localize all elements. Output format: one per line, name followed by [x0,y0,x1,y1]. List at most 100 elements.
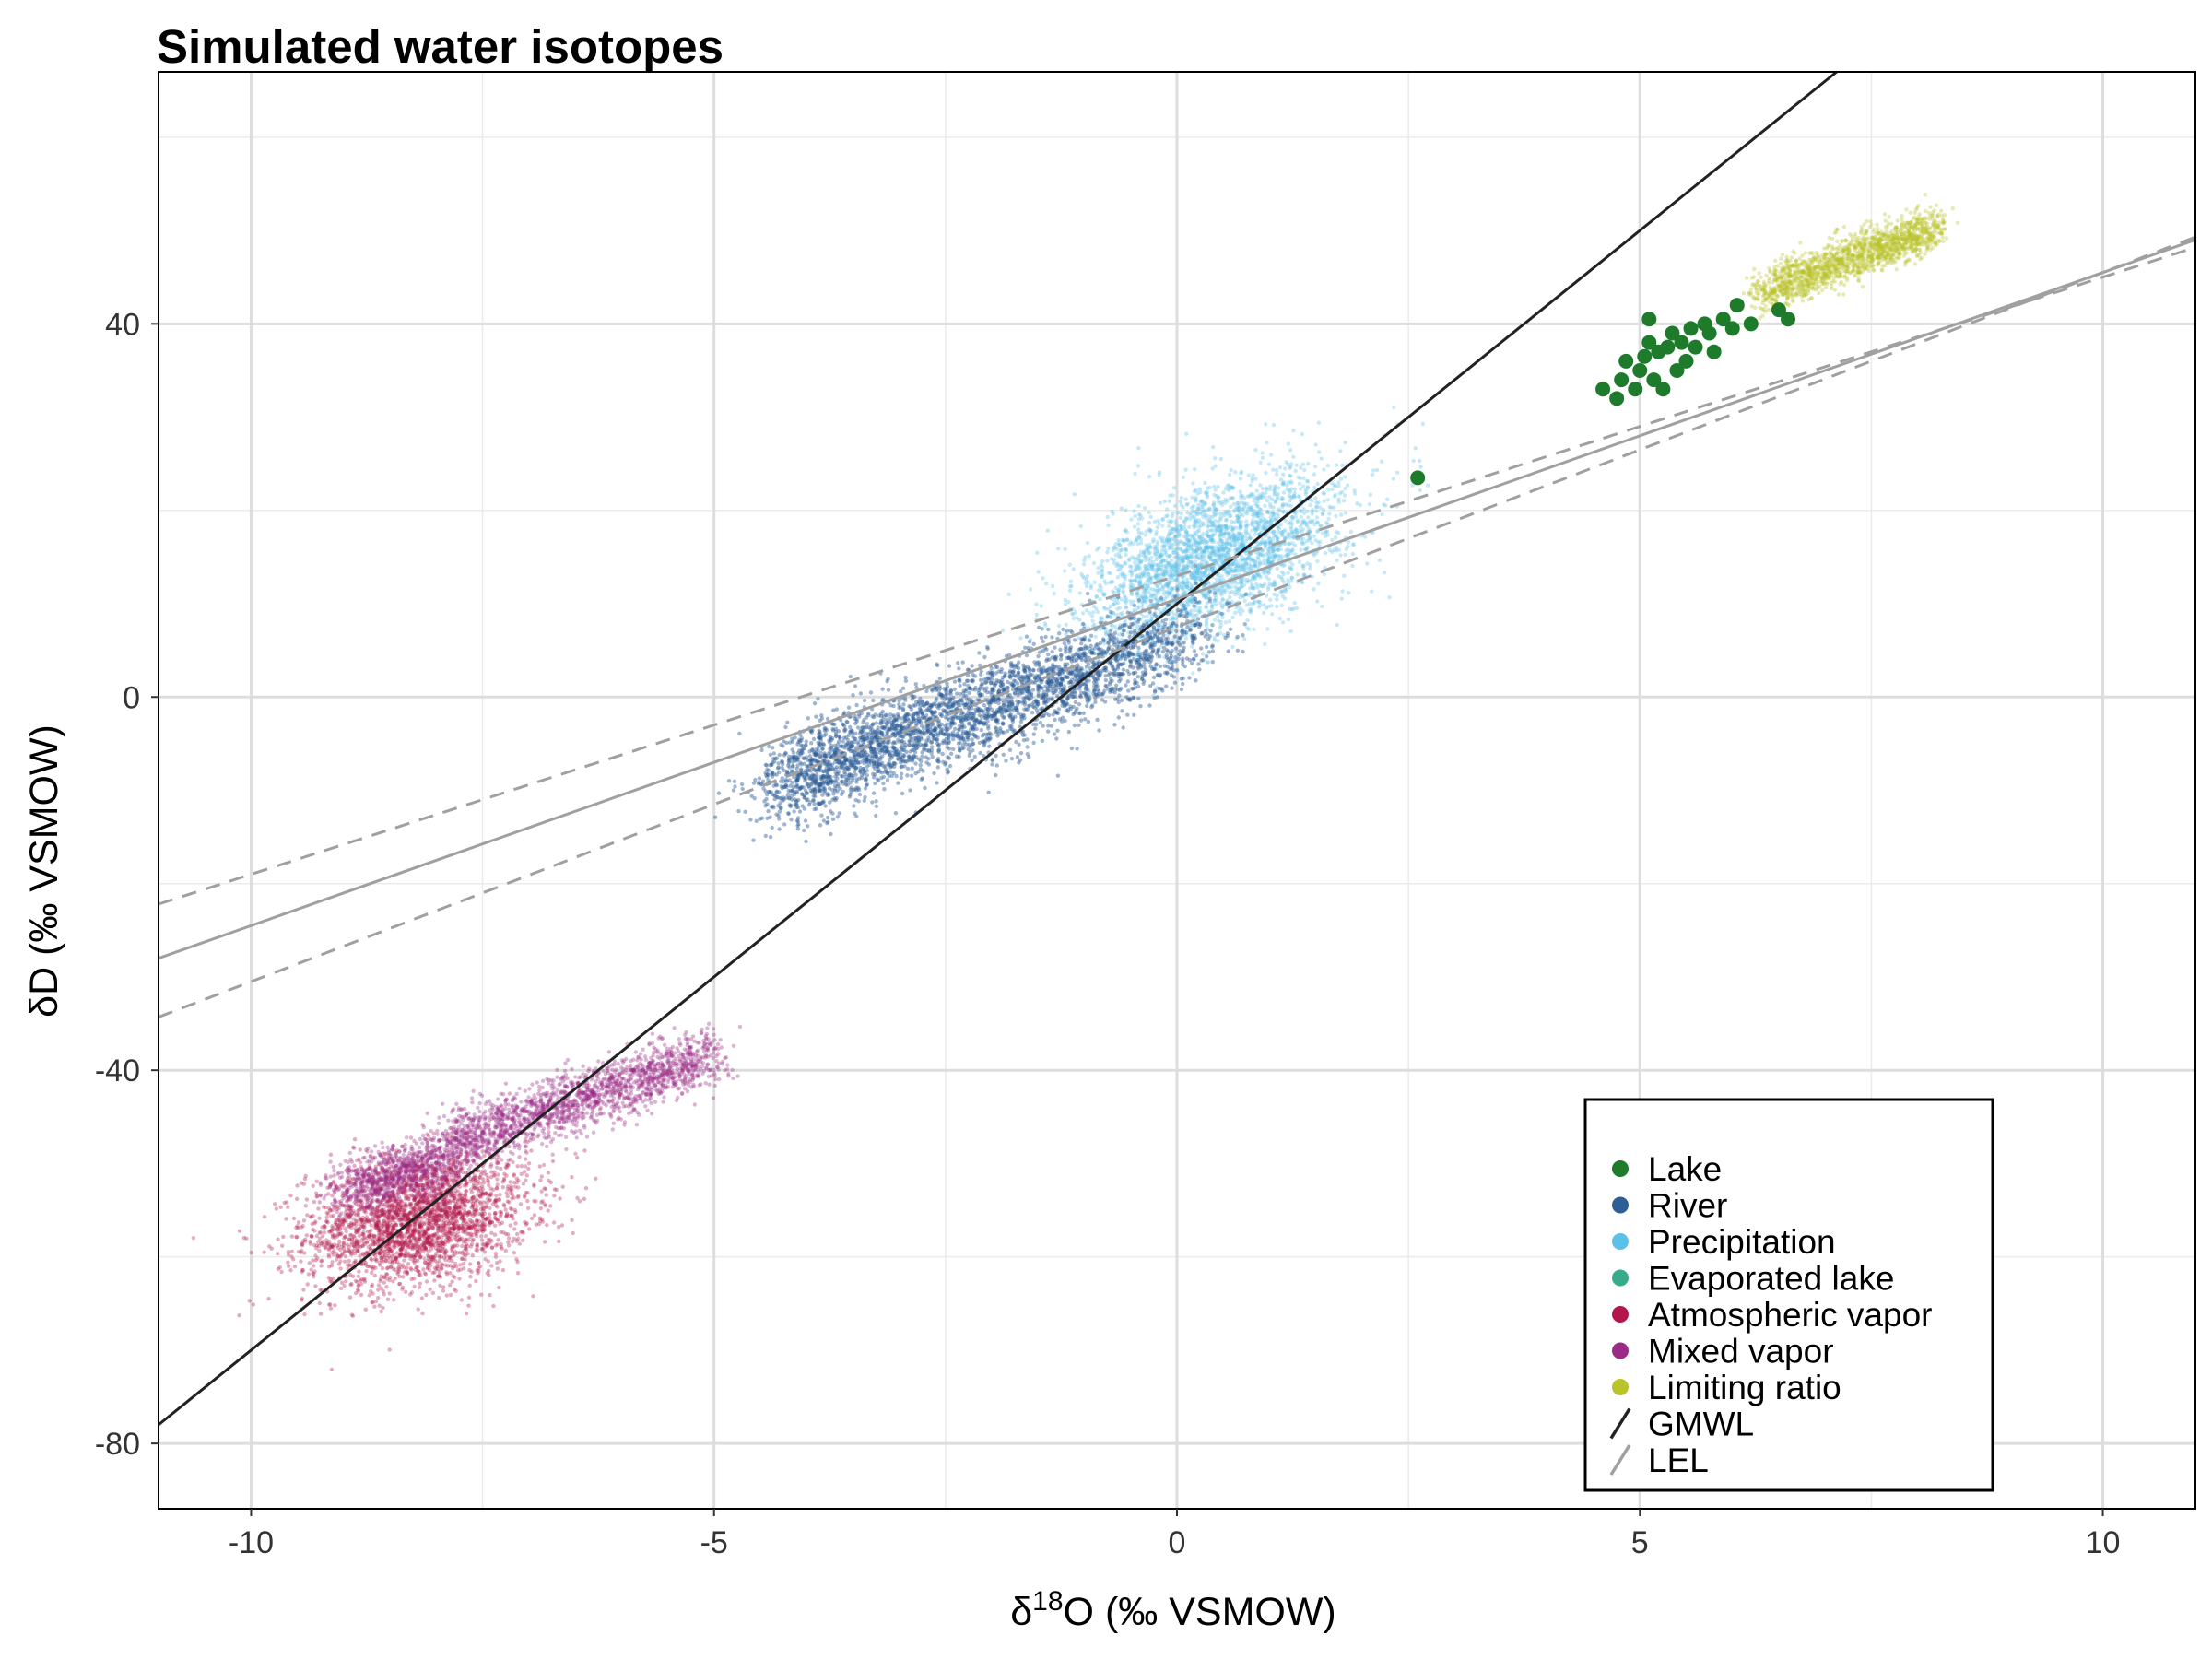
scatter-point [308,1241,312,1246]
scatter-point [337,1254,342,1259]
scatter-point [510,1123,515,1128]
scatter-point [631,1080,637,1085]
scatter-point [446,1235,451,1240]
scatter-point [649,1100,653,1106]
scatter-point [407,1233,413,1238]
scatter-point [484,1217,488,1221]
scatter-point [449,1136,454,1141]
scatter-point [312,1275,316,1279]
scatter-point [436,1249,441,1253]
scatter-point [417,1225,422,1230]
scatter-point [366,1195,371,1201]
scatter-point [392,1194,396,1199]
scatter-point [379,1286,383,1291]
scatter-point [469,1096,475,1100]
scatter-point [289,1249,294,1254]
scatter-point [286,1250,291,1254]
scatter-point [581,1072,585,1077]
scatter-point [641,1047,645,1052]
scatter-point [453,1188,458,1194]
scatter-point [434,1239,439,1244]
scatter-point [494,1160,499,1166]
scatter-point [594,1079,598,1084]
scatter-point [371,1265,376,1269]
scatter-point [579,1132,583,1136]
scatter-point [312,1199,317,1205]
scatter-point [353,1278,359,1284]
scatter-point [443,1238,449,1242]
scatter-point [486,1193,490,1197]
scatter-point [470,1100,475,1105]
scatter-point [344,1279,348,1284]
scatter-point [475,1242,480,1247]
scatter-point [415,1155,420,1159]
scatter-point [295,1224,300,1229]
scatter-point [526,1095,531,1100]
scatter-point [314,1243,320,1248]
scatter-point [412,1276,417,1281]
scatter-point [495,1182,500,1187]
scatter-point [532,1127,536,1132]
scatter-point [427,1214,432,1218]
scatter-point [388,1245,393,1250]
scatter-point [499,1230,503,1235]
scatter-point [307,1261,312,1265]
scatter-point [336,1215,342,1219]
scatter-point [371,1198,376,1204]
scatter-point [503,1081,509,1086]
scatter-point [457,1184,463,1190]
scatter-point [494,1217,500,1222]
scatter-point [399,1204,404,1208]
scatter-point [367,1165,371,1171]
scatter-point [431,1218,436,1222]
scatter-point [464,1312,469,1316]
scatter-point [570,1128,574,1134]
scatter-point [418,1224,424,1229]
scatter-point [495,1205,500,1209]
scatter-point [276,1252,280,1256]
scatter-point [317,1236,323,1241]
scatter-point [506,1158,511,1163]
scatter-point [367,1264,371,1269]
scatter-point [504,1097,509,1102]
scatter-point [419,1296,425,1300]
scatter-point [356,1249,360,1253]
scatter-point [541,1162,547,1168]
scatter-point [420,1311,425,1316]
scatter-point [336,1262,342,1266]
scatter-point [365,1205,370,1209]
scatter-point [573,1075,578,1079]
scatter-point [508,1180,512,1184]
scatter-point [537,1221,542,1227]
scatter-point [532,1198,536,1204]
scatter-point [325,1220,330,1225]
scatter-point [450,1217,454,1222]
scatter-point [414,1265,418,1270]
scatter-point [372,1144,378,1148]
scatter-point [387,1249,393,1254]
scatter-point [385,1297,391,1302]
scatter-point [480,1242,485,1247]
scatter-point [284,1217,288,1221]
scatter-point [564,1147,569,1152]
scatter-point [328,1245,333,1250]
scatter-point [465,1159,471,1163]
scatter-point [405,1270,410,1275]
scatter-point [429,1241,433,1247]
scatter-point [385,1228,390,1233]
scatter-point [301,1288,306,1292]
scatter-point [372,1273,377,1278]
scatter-point [594,1118,600,1124]
scatter-point [399,1199,405,1205]
scatter-point [366,1177,371,1182]
scatter-point [302,1177,308,1182]
scatter-point [643,1104,648,1109]
scatter-point [477,1211,481,1217]
scatter-point [332,1173,336,1178]
scatter-point [338,1162,343,1168]
scatter-point [441,1182,445,1188]
scatter-point [616,1106,620,1111]
scatter-point [387,1291,392,1296]
scatter-point [382,1250,386,1254]
scatter-point [392,1185,397,1190]
